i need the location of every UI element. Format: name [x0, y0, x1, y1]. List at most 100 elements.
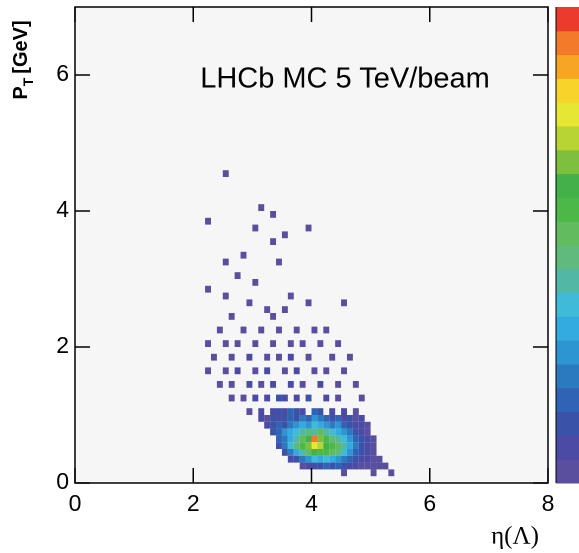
cell — [293, 394, 300, 402]
cell — [222, 367, 229, 375]
cell — [293, 408, 300, 415]
cell — [317, 421, 324, 429]
cell — [258, 326, 265, 334]
cell — [293, 367, 300, 375]
cell — [346, 428, 353, 436]
cell — [323, 435, 330, 443]
cell — [335, 435, 342, 443]
cell — [370, 469, 377, 477]
cell — [352, 415, 359, 422]
cell — [270, 340, 277, 347]
cell — [276, 326, 282, 334]
cell — [228, 353, 235, 361]
cell — [205, 340, 211, 347]
cell — [287, 292, 294, 300]
cell — [364, 455, 371, 463]
y-label-main: P — [10, 86, 32, 99]
cell — [228, 381, 235, 388]
cell — [299, 408, 306, 415]
cell — [364, 428, 371, 436]
cell — [323, 449, 330, 456]
cell — [270, 421, 277, 429]
cell — [258, 204, 265, 211]
cell — [311, 462, 318, 470]
cell — [311, 428, 318, 436]
cell — [358, 435, 365, 443]
colorbar-swatch — [556, 340, 579, 365]
cell — [299, 449, 306, 456]
cell — [258, 415, 265, 422]
cell — [323, 442, 330, 449]
cell — [335, 394, 342, 402]
cell — [335, 415, 342, 422]
cell — [252, 340, 259, 347]
cell — [311, 415, 318, 422]
colorbar-swatch — [556, 459, 579, 484]
cell — [364, 435, 371, 443]
cell — [311, 326, 318, 334]
x-tick-label: 8 — [542, 490, 555, 516]
cell — [246, 353, 253, 361]
cell — [281, 394, 288, 402]
cell — [317, 449, 324, 456]
cell — [341, 408, 347, 415]
cell — [323, 367, 330, 375]
cell — [264, 306, 271, 313]
cell — [323, 428, 330, 436]
cell — [270, 408, 277, 415]
colorbar-swatch — [556, 292, 579, 317]
cell — [317, 415, 324, 422]
cell — [305, 353, 312, 361]
cell — [323, 455, 330, 463]
cell — [246, 381, 253, 388]
cell — [305, 449, 312, 456]
colorbar-swatch — [556, 197, 579, 222]
cell — [352, 408, 359, 415]
cell — [276, 408, 282, 415]
cell — [228, 313, 235, 320]
cell — [370, 462, 377, 470]
cell — [335, 428, 342, 436]
cell — [352, 462, 359, 470]
cell — [216, 326, 223, 334]
cell — [276, 442, 282, 449]
cell — [305, 394, 312, 402]
cell — [205, 285, 211, 293]
cell — [335, 462, 342, 470]
cell — [305, 442, 312, 449]
colorbar-swatch — [556, 435, 579, 460]
cell — [281, 428, 288, 436]
cell — [317, 340, 324, 347]
cell — [352, 435, 359, 443]
cell — [346, 462, 353, 470]
cell — [293, 449, 300, 456]
cell — [258, 381, 265, 388]
cell — [293, 435, 300, 443]
cell — [293, 428, 300, 436]
cell — [287, 408, 294, 415]
colorbar-swatch — [556, 221, 579, 246]
cell — [329, 421, 336, 429]
cell — [287, 442, 294, 449]
colorbar-swatch — [556, 387, 579, 413]
cell — [317, 442, 324, 449]
colorbar-swatch — [556, 411, 579, 436]
cell — [293, 415, 300, 422]
cell — [293, 442, 300, 449]
cell — [364, 462, 371, 470]
cell — [346, 449, 353, 456]
cell — [216, 381, 223, 388]
cells — [205, 170, 395, 477]
cell — [287, 449, 294, 456]
cell — [299, 455, 306, 463]
cell — [382, 462, 389, 470]
cell — [264, 421, 271, 429]
cell — [329, 449, 336, 456]
cell — [305, 224, 312, 232]
cell — [252, 279, 259, 286]
cell — [234, 340, 241, 347]
cell — [364, 442, 371, 449]
colorbar-swatch — [556, 30, 579, 56]
cell — [335, 455, 342, 463]
cell — [299, 415, 306, 422]
